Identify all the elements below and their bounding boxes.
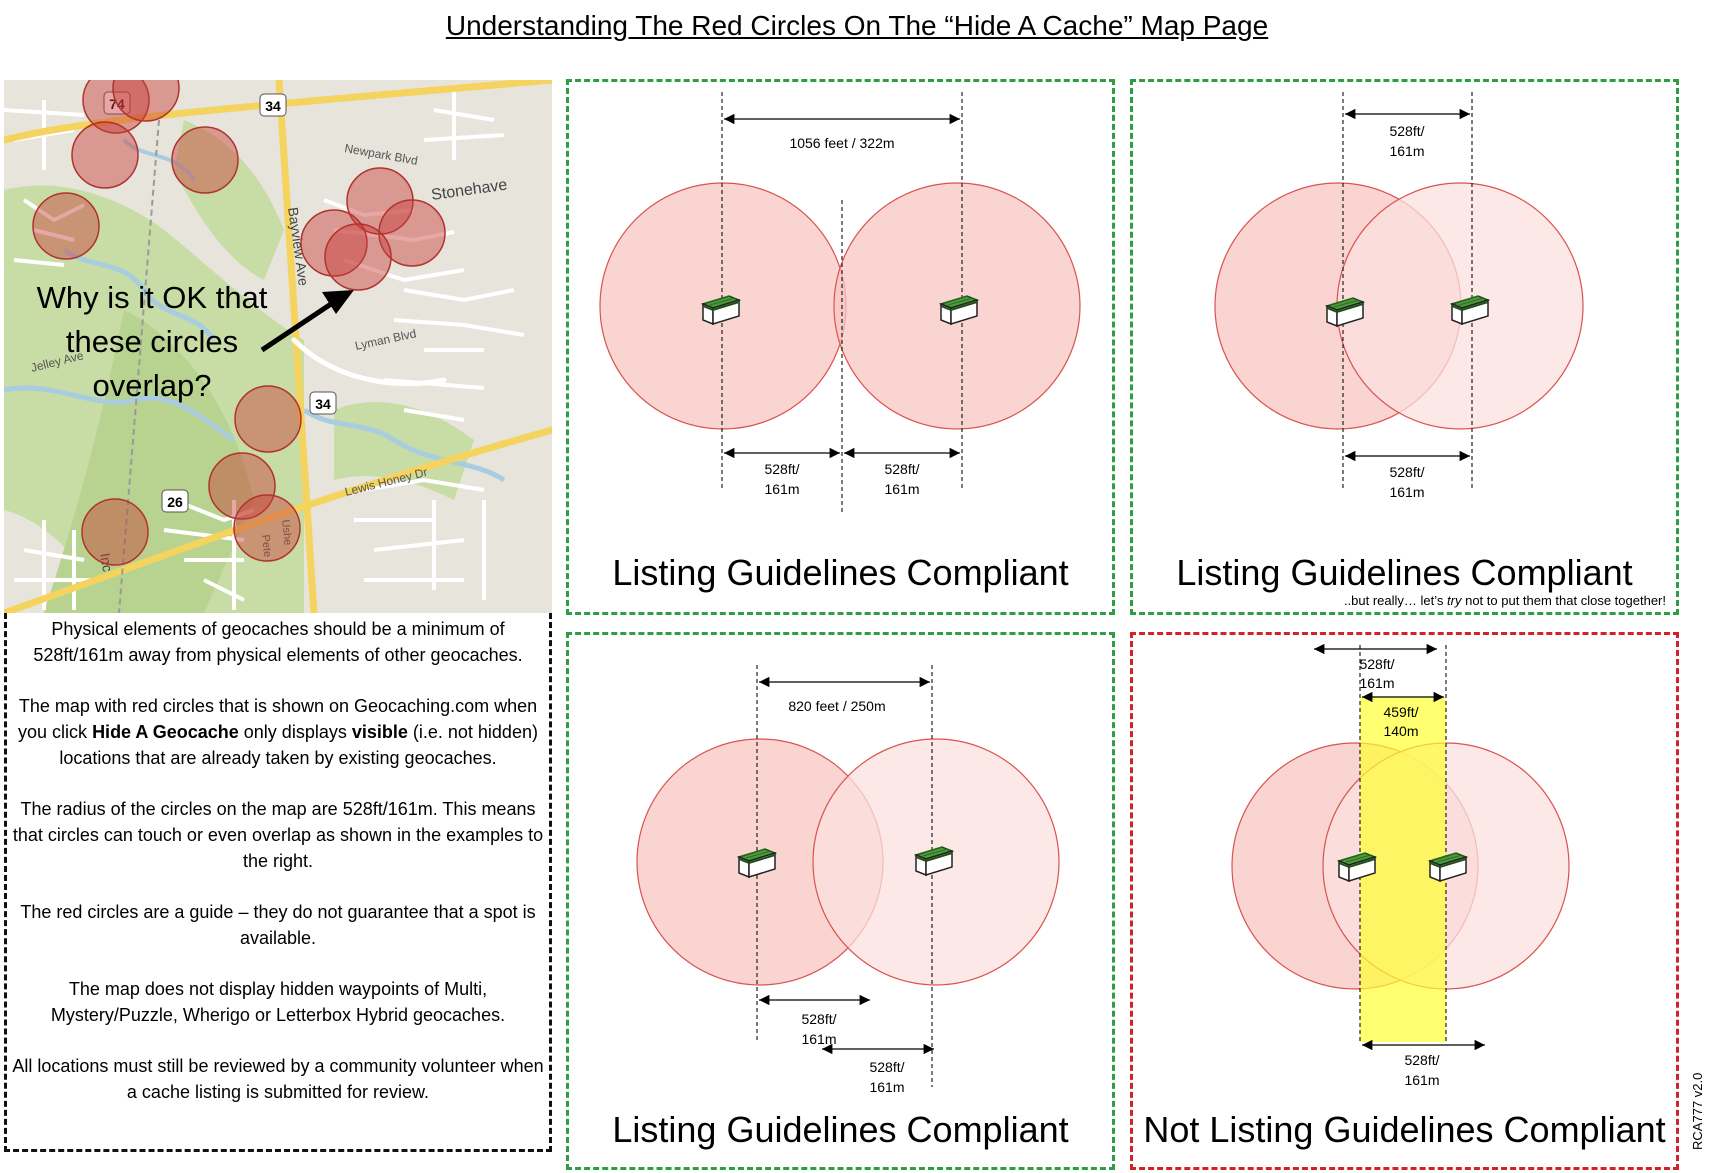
svg-text:Ushe: Ushe [279, 519, 294, 546]
info-paragraph-radius: The radius of the circles on the map are… [12, 799, 544, 871]
svg-text:161m: 161m [801, 1031, 836, 1047]
svg-text:528ft/: 528ft/ [884, 461, 919, 477]
panel-caption: Not Listing Guidelines Compliant [1143, 1109, 1666, 1150]
example-panel-noncompliant: 528ft/ 161m 459ft/ 140m 528ft/ 161m Not … [1130, 632, 1679, 1170]
map-screenshot: 74 34 34 26 Newpark Blvd Stonehave Bayvi… [4, 80, 552, 613]
svg-text:161m: 161m [764, 481, 799, 497]
svg-text:528ft/: 528ft/ [869, 1059, 904, 1075]
svg-text:528ft/: 528ft/ [1389, 464, 1424, 480]
example-panel-overlap: 820 feet / 250m 528ft/ 161m 528ft/ 161m … [566, 632, 1115, 1170]
info-paragraph-guide: The red circles are a guide – they do no… [20, 902, 536, 948]
svg-text:161m: 161m [1404, 1072, 1439, 1088]
svg-text:Inc: Inc [97, 552, 116, 573]
svg-text:528ft/: 528ft/ [1359, 656, 1394, 672]
panel-caption: Listing Guidelines Compliant [1176, 552, 1633, 593]
svg-text:161m: 161m [884, 481, 919, 497]
panel-note: ..but really… let’s try not to put them … [1343, 593, 1666, 608]
version-label: RCA777 v2.0 [1690, 1072, 1705, 1150]
svg-text:161m: 161m [1389, 484, 1424, 500]
svg-text:140m: 140m [1383, 723, 1418, 739]
panel-caption: Listing Guidelines Compliant [612, 552, 1069, 593]
info-text: Physical elements of geocaches should be… [8, 616, 548, 1130]
svg-text:161m: 161m [1359, 675, 1394, 691]
svg-text:528ft/: 528ft/ [764, 461, 799, 477]
svg-text:161m: 161m [1389, 143, 1424, 159]
svg-text:1056 feet / 322m: 1056 feet / 322m [789, 135, 894, 151]
svg-text:34: 34 [265, 98, 281, 114]
svg-text:161m: 161m [869, 1079, 904, 1095]
info-paragraph-review: All locations must still be reviewed by … [12, 1056, 544, 1102]
question-arrow [260, 290, 354, 353]
info-paragraph-map-visibility: The map with red circles that is shown o… [18, 696, 538, 768]
example-panel-overlap-close: 528ft/ 161m 528ft/ 161m Listing Guidelin… [1130, 79, 1679, 615]
svg-text:overlap?: overlap? [93, 368, 212, 403]
svg-text:528ft/: 528ft/ [1389, 123, 1424, 139]
svg-text:459ft/: 459ft/ [1383, 704, 1418, 720]
example-panel-touching: 1056 feet / 322m 528ft/ 161m 528ft/ 161m… [566, 79, 1115, 615]
overlap-question: Why is it OK that these circles overlap? [37, 280, 268, 403]
svg-text:34: 34 [315, 396, 331, 412]
svg-text:Why is it OK that: Why is it OK that [37, 280, 268, 315]
info-paragraph-hidden-waypoints: The map does not display hidden waypoint… [50, 979, 506, 1025]
svg-text:528ft/: 528ft/ [801, 1011, 836, 1027]
svg-text:these circles: these circles [66, 324, 238, 359]
svg-text:26: 26 [167, 494, 183, 510]
svg-text:528ft/: 528ft/ [1404, 1052, 1439, 1068]
panel-caption: Listing Guidelines Compliant [612, 1109, 1069, 1150]
svg-text:820 feet / 250m: 820 feet / 250m [788, 698, 885, 714]
info-paragraph-min-distance: Physical elements of geocaches should be… [33, 619, 523, 665]
svg-text:Pete: Pete [259, 534, 273, 558]
page-title: Understanding The Red Circles On The “Hi… [445, 10, 1269, 41]
